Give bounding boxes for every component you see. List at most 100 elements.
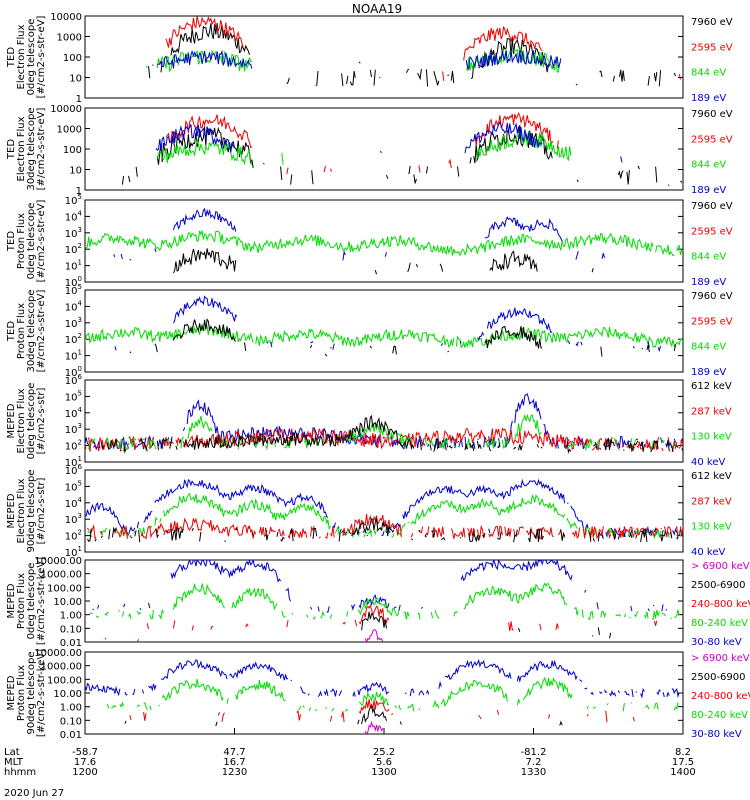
y-axis-label: TED — [6, 139, 17, 160]
legend-entry: 844 eV — [691, 252, 726, 263]
panel-frame — [84, 651, 684, 735]
y-tick-label: 100 — [63, 53, 82, 64]
y-tick-label: 10 — [69, 74, 82, 85]
legend-entry: 612 keV — [691, 381, 732, 392]
series-black — [174, 248, 674, 274]
x-axis-row-label: Lat — [4, 747, 20, 758]
y-axis-label: 30deg telescope — [26, 289, 37, 372]
y-tick-label: 1000.00 — [41, 570, 82, 581]
y-tick-label: 1000 — [57, 125, 82, 136]
y-axis-label: 90deg telescope — [26, 469, 37, 552]
y-tick-label: 101 — [65, 349, 82, 363]
y-axis-label: Electron Flux — [16, 478, 27, 543]
legend-entry: 189 eV — [691, 367, 726, 378]
legend-entry: 30-80 keV — [691, 729, 742, 740]
legend-entry: 30-80 keV — [691, 637, 742, 648]
series-black — [129, 318, 676, 357]
y-tick-label: 10 — [69, 166, 82, 177]
y-tick-label: 1000.00 — [41, 662, 82, 673]
legend-entry: 2500-6900 — [691, 580, 746, 591]
y-tick-label: 103 — [65, 226, 82, 240]
legend-entry: 80-240 keV — [691, 618, 748, 629]
legend-entry: 7960 eV — [691, 109, 733, 120]
y-tick-label: 1 — [76, 186, 82, 197]
y-tick-label: 0.10 — [60, 716, 82, 727]
y-axis-label: 0deg telescope — [26, 563, 37, 640]
y-axis-label: [#/cm2-s-str-eV] — [36, 200, 47, 283]
y-axis-label: Electron Flux — [16, 24, 27, 89]
series-blue — [85, 393, 683, 451]
series-black — [125, 706, 654, 726]
y-tick-label: 0.01 — [60, 638, 82, 649]
panel-2: 10000 1000 100 10 1 TED Electron Flux 30deg tel… — [6, 104, 733, 197]
panel-8: 10000.00 1000.00 100.00 10.00 1.00 0.10 0.01 ME… — [6, 648, 750, 741]
y-axis-label: 0deg telescope — [26, 203, 37, 280]
y-axis-label: [#/cm2-s-str-eV] — [36, 108, 47, 191]
y-axis-label: 0deg telescope — [26, 383, 37, 460]
y-axis-label: Proton Flux — [16, 665, 27, 721]
y-axis-label: 0deg telescope — [26, 19, 37, 96]
legend-entry: 2595 eV — [691, 316, 733, 327]
y-tick-label: 100 — [63, 145, 82, 156]
x-tick-label: 1300 — [371, 767, 396, 778]
x-tick-label: 17.5 — [672, 757, 694, 768]
y-tick-label: 102 — [65, 242, 82, 256]
series-red — [165, 16, 681, 87]
series-red — [166, 113, 662, 174]
y-axis-label: MEPED — [6, 583, 17, 618]
series-blue — [157, 51, 643, 69]
y-axis-label: MEPED — [6, 493, 17, 528]
series-red — [147, 605, 675, 631]
series-black — [93, 414, 683, 454]
y-tick-label: 104 — [65, 406, 83, 420]
y-tick-label: 10.00 — [53, 597, 82, 608]
x-tick-label: -58.7 — [72, 747, 98, 758]
legend-entry: > 6900 keV — [691, 653, 750, 664]
y-tick-label: 102 — [65, 332, 82, 346]
y-tick-label: 10000 — [50, 12, 82, 23]
x-tick-label: 7.2 — [526, 757, 542, 768]
legend-entry: 240-800 keV — [691, 691, 750, 702]
legend-entry: 287 keV — [691, 406, 732, 417]
legend-entry: 2500-6900 — [691, 672, 746, 683]
panel-7: 10000.00 1000.00 100.00 10.00 1.00 0.10 0.01 ME… — [6, 556, 750, 649]
legend-entry: 844 eV — [691, 342, 726, 353]
y-tick-label: 104 — [65, 209, 83, 223]
y-tick-label: 104 — [65, 299, 83, 313]
panel-1: 10000 1000 100 10 1 TED Electron Flux 0deg tele… — [6, 12, 733, 105]
y-tick-label: 103 — [65, 422, 82, 436]
legend-entry: 80-240 keV — [691, 710, 748, 721]
series-green — [85, 323, 683, 349]
x-tick-label: -81.2 — [521, 747, 547, 758]
y-tick-label: 101 — [65, 259, 82, 273]
y-axis-label: [#/cm2-s-str-eV] — [36, 16, 47, 99]
y-axis-label: [#/cm2-s-str-eV] — [36, 290, 47, 373]
x-axis-row-label: hhmm — [4, 767, 36, 778]
x-axis-row-label: MLT — [4, 757, 24, 768]
y-axis-label: TED — [6, 47, 17, 68]
y-axis-label: Electron Flux — [16, 388, 27, 453]
x-tick-label: 16.7 — [223, 757, 245, 768]
panel-frame — [84, 379, 684, 463]
y-tick-label: 103 — [65, 512, 82, 526]
legend-entry: 40 keV — [691, 547, 725, 558]
y-axis-label: [#/cm2-s-str] — [36, 387, 47, 454]
y-axis-label: TED — [6, 231, 17, 252]
y-tick-label: 100.00 — [47, 583, 82, 594]
series-black — [121, 124, 683, 186]
y-tick-label: 102 — [65, 529, 82, 543]
x-tick-label: 17.6 — [74, 757, 96, 768]
legend-entry: 612 keV — [691, 471, 732, 482]
date-label: 2020 Jun 27 — [4, 788, 64, 799]
panel-frame — [84, 199, 684, 283]
legend-entry: 189 eV — [691, 277, 726, 288]
y-axis-label: [#/cm2-s-str-keV] — [36, 557, 47, 645]
series-blue — [85, 658, 680, 699]
legend-entry: 130 keV — [691, 522, 732, 533]
panel-frame — [84, 469, 684, 553]
y-tick-label: 104 — [65, 496, 83, 510]
